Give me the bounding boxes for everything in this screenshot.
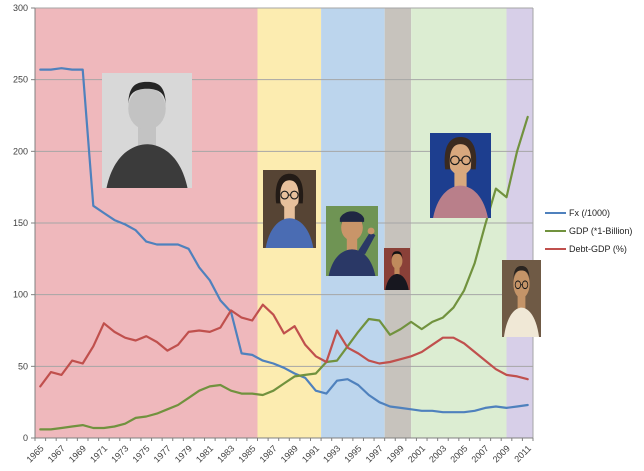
y-axis-label: 150 [13, 218, 28, 228]
x-axis-label: 1977 [152, 443, 173, 464]
x-axis-label: 1989 [279, 443, 300, 464]
legend-line-swatch [545, 229, 566, 232]
x-axis-label: 1991 [300, 443, 321, 464]
y-axis-label: 100 [13, 290, 28, 300]
series-line-debt-gdp [39, 303, 529, 388]
salute-hand [367, 227, 375, 235]
portrait-image [102, 73, 192, 188]
hair [128, 81, 166, 106]
face [128, 87, 166, 130]
x-axis-label: 2005 [448, 443, 469, 464]
hair [391, 251, 403, 260]
x-axis-label: 1999 [385, 443, 406, 464]
legend-line-swatch [545, 211, 566, 214]
portrait-image [502, 260, 541, 337]
portrait-image [326, 206, 378, 276]
y-axis-label: 250 [13, 75, 28, 85]
glasses-icon [514, 280, 529, 290]
x-axis-label: 2011 [512, 443, 533, 464]
hair [444, 137, 477, 170]
neck [346, 236, 358, 251]
face [391, 253, 403, 269]
x-axis-label: 1997 [364, 443, 385, 464]
portrait-image [430, 133, 491, 218]
military-cap-icon [339, 211, 365, 222]
legend-label: GDP (*1-Billion) [569, 225, 633, 236]
x-axis-label: 2009 [491, 443, 512, 464]
portrait-ferdinand-marcos [102, 73, 192, 188]
suit [106, 144, 188, 188]
x-axis-label: 1995 [342, 443, 363, 464]
portrait-corazon-aquino [263, 170, 316, 248]
hair [275, 173, 304, 204]
x-axis-label: 1987 [258, 443, 279, 464]
portrait-benigno-aquino-iii [502, 260, 541, 337]
series-line-gdp-1-billion [39, 115, 529, 431]
neck [284, 203, 295, 221]
portrait-image [384, 248, 410, 290]
glasses-icon [450, 155, 471, 166]
x-axis-label: 2001 [406, 443, 427, 464]
suit [433, 185, 488, 218]
portrait-joseph-estrada [384, 248, 410, 290]
portrait-gloria-macapagal-arroyo [430, 133, 491, 218]
x-axis-label: 1979 [173, 443, 194, 464]
legend-item-gdp-1-billion: GDP (*1-Billion) [545, 225, 632, 236]
legend-label: Fx (/1000) [569, 207, 611, 218]
x-axis-label: 1993 [321, 443, 342, 464]
x-axis-label: 1969 [67, 443, 88, 464]
x-axis-label: 1967 [46, 443, 67, 464]
face [447, 143, 474, 175]
y-axis-label: 0 [23, 433, 28, 443]
suit [328, 249, 376, 276]
legend-line-swatch [545, 247, 566, 250]
x-axis-label: 1965 [24, 443, 45, 464]
legend-label: Debt-GDP (%) [569, 243, 627, 254]
legend-item-debt-gdp: Debt-GDP (%) [545, 243, 632, 254]
face [278, 179, 301, 209]
portrait-fidel-v-ramos [326, 206, 378, 276]
neck [517, 293, 526, 310]
x-axis-label: 1973 [109, 443, 130, 464]
x-axis-label: 1985 [236, 443, 257, 464]
face [513, 269, 530, 299]
x-axis-label: 2003 [427, 443, 448, 464]
glasses-icon [280, 190, 299, 200]
hair [513, 265, 530, 282]
suit [503, 307, 540, 337]
x-axis-label: 1981 [194, 443, 215, 464]
x-axis-label: 1983 [215, 443, 236, 464]
y-axis-label: 300 [13, 3, 28, 13]
x-axis-label: 1975 [130, 443, 151, 464]
portrait-image [263, 170, 316, 248]
salute-arm [358, 231, 376, 255]
y-axis-label: 50 [18, 361, 28, 371]
x-axis-label: 1971 [88, 443, 109, 464]
x-axis-label: 2007 [469, 443, 490, 464]
neck [394, 266, 400, 275]
suit [265, 218, 314, 248]
series-line-fx-1000 [39, 67, 529, 414]
chart-legend: Fx (/1000) GDP (*1-Billion) Debt-GDP (%) [545, 207, 632, 261]
suit [385, 274, 409, 290]
y-axis-label: 200 [13, 146, 28, 156]
legend-item-fx-1000: Fx (/1000) [545, 207, 632, 218]
